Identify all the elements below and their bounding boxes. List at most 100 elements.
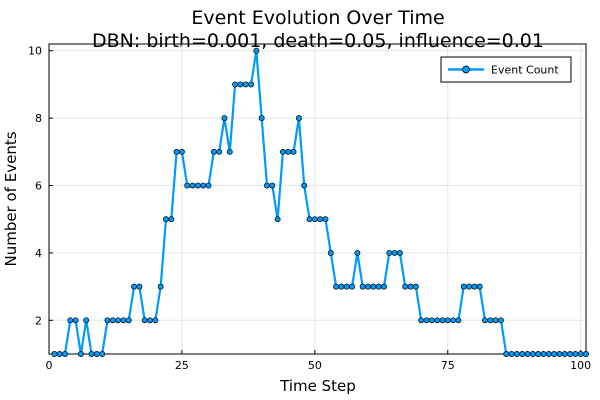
- data-point: [572, 351, 579, 357]
- data-point: [556, 351, 563, 357]
- y-tick-label: 6: [35, 180, 42, 193]
- data-point: [519, 351, 526, 357]
- data-point: [317, 216, 324, 223]
- data-point: [306, 216, 313, 223]
- x-tick-label: 75: [441, 359, 455, 372]
- data-point: [301, 182, 308, 189]
- data-point: [561, 351, 568, 357]
- data-point: [237, 81, 244, 88]
- data-point: [322, 216, 329, 223]
- data-point: [136, 283, 143, 290]
- y-tick-label: 2: [35, 314, 42, 327]
- data-point: [487, 317, 494, 324]
- data-point: [482, 317, 488, 324]
- data-point: [391, 249, 398, 256]
- legend-marker-swatch: [462, 65, 470, 74]
- data-point: [200, 182, 207, 189]
- data-point: [423, 317, 430, 324]
- data-point: [567, 351, 573, 357]
- legend-label-event-count: Event Count: [491, 64, 559, 77]
- data-point: [551, 351, 558, 357]
- y-tick-label: 4: [35, 247, 42, 260]
- data-point: [184, 182, 191, 189]
- data-point: [540, 351, 547, 357]
- y-tick-label: 10: [28, 45, 42, 58]
- data-point: [274, 216, 281, 223]
- data-point: [476, 283, 483, 290]
- data-point: [466, 283, 472, 290]
- y-axis-label: Number of Events: [2, 131, 20, 266]
- data-point: [295, 115, 302, 122]
- data-point: [497, 317, 504, 324]
- data-point: [450, 317, 457, 324]
- data-point: [577, 351, 584, 357]
- data-point: [93, 351, 100, 357]
- data-point: [178, 148, 185, 155]
- data-point: [120, 317, 127, 324]
- data-point: [412, 283, 419, 290]
- data-point: [168, 216, 175, 223]
- data-point: [205, 182, 212, 189]
- data-point: [471, 283, 478, 290]
- y-tick-label: 8: [35, 112, 42, 125]
- data-point: [232, 81, 239, 88]
- data-point: [253, 47, 260, 54]
- data-point: [365, 283, 371, 290]
- data-point: [583, 351, 589, 357]
- y-axis: 2 4 6 8 10: [28, 45, 53, 327]
- data-point: [439, 317, 446, 324]
- x-tick-label: 100: [570, 359, 591, 372]
- data-point: [503, 351, 510, 357]
- data-point: [375, 283, 382, 290]
- x-tick-label: 0: [46, 359, 53, 372]
- data-point: [418, 317, 425, 324]
- data-point: [109, 317, 116, 324]
- data-point: [210, 148, 217, 155]
- data-point: [163, 216, 169, 223]
- data-point: [434, 317, 441, 324]
- data-point: [279, 148, 286, 155]
- data-point: [221, 115, 228, 122]
- data-point: [359, 283, 366, 290]
- data-point: [444, 317, 451, 324]
- data-point: [248, 81, 254, 88]
- data-point: [77, 351, 84, 357]
- data-point: [269, 182, 276, 189]
- data-point: [407, 283, 414, 290]
- data-point: [83, 317, 90, 324]
- data-point: [455, 317, 462, 324]
- data-point: [545, 351, 552, 357]
- data-point: [333, 283, 340, 290]
- data-point: [152, 317, 159, 324]
- data-point: [51, 351, 58, 357]
- data-point: [338, 283, 345, 290]
- data-point: [428, 317, 435, 324]
- data-point: [147, 317, 153, 324]
- data-point: [157, 283, 164, 290]
- legend: Event Count: [440, 56, 572, 83]
- data-point: [354, 249, 361, 256]
- plot-frame: [48, 43, 587, 355]
- data-point: [492, 317, 499, 324]
- data-point: [88, 351, 95, 357]
- data-point: [56, 351, 63, 357]
- data-point: [524, 351, 531, 357]
- data-point: [72, 317, 79, 324]
- data-point: [327, 249, 334, 256]
- x-tick-label: 50: [308, 359, 322, 372]
- data-point: [264, 182, 270, 189]
- data-point: [402, 283, 409, 290]
- series-line: [54, 49, 586, 356]
- data-point: [386, 249, 393, 256]
- x-axis-label: Time Step: [279, 377, 356, 395]
- data-point: [508, 351, 515, 357]
- data-point: [131, 283, 138, 290]
- data-point: [226, 148, 233, 155]
- chart-subtitle: DBN: birth=0.001, death=0.05, influence=…: [92, 30, 544, 52]
- x-tick-label: 25: [175, 359, 189, 372]
- data-point: [141, 317, 148, 324]
- series-event-count: [51, 47, 589, 357]
- data-point: [173, 148, 180, 155]
- data-point: [99, 351, 106, 357]
- data-point: [216, 148, 223, 155]
